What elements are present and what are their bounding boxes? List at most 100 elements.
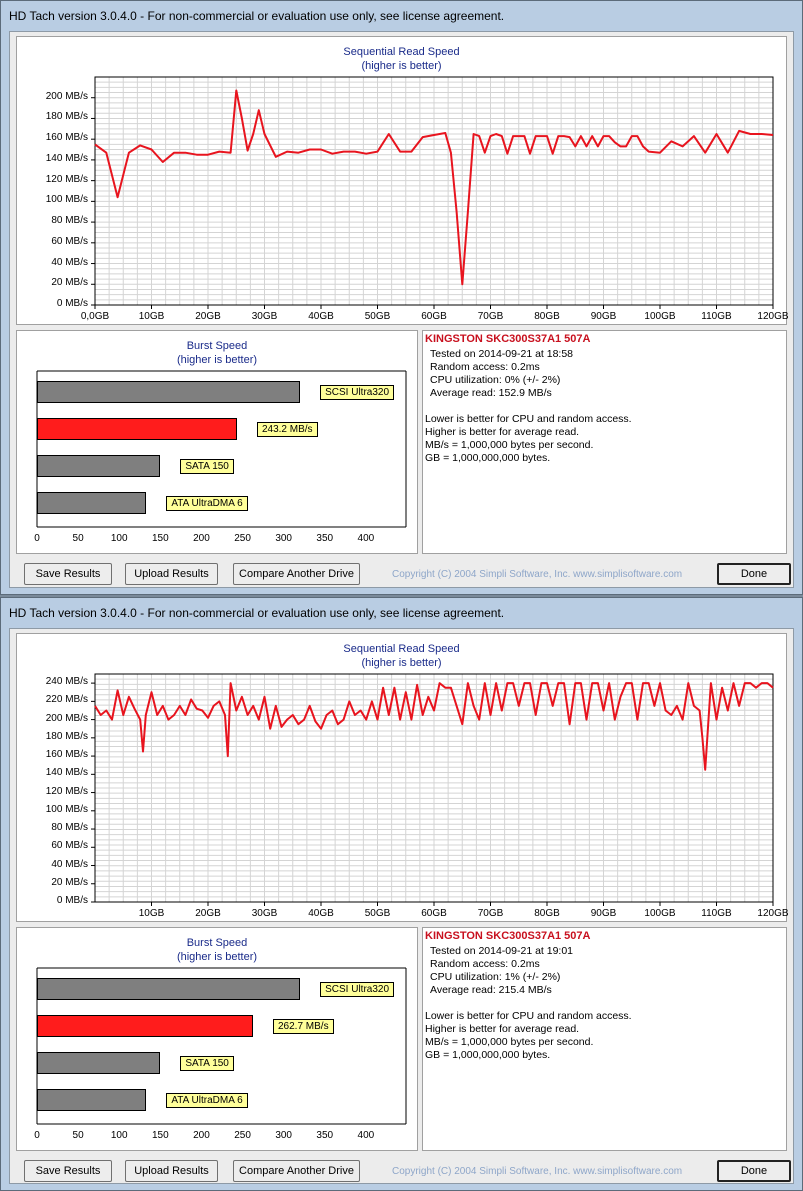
burst-speed-title: Burst Speed — [186, 937, 248, 949]
drive-name: KINGSTON SKC300S37A1 507A — [425, 333, 591, 345]
burst-bar — [37, 978, 301, 1000]
y-tick-label: 40 MB/s — [51, 256, 88, 268]
burst-bar — [37, 455, 161, 477]
upload-results-button[interactable]: Upload Results — [125, 563, 218, 585]
y-tick-label: 160 MB/s — [45, 132, 88, 144]
x-tick-label: 20GB — [195, 311, 221, 322]
burst-x-tick-label: 350 — [316, 533, 334, 544]
legend-note: GB = 1,000,000,000 bytes. — [425, 1049, 551, 1061]
burst-x-tick-label: 200 — [193, 1130, 210, 1141]
burst-bar — [37, 1089, 147, 1111]
y-tick-label: 120 MB/s — [45, 173, 88, 185]
sequential-read-subtitle: (higher is better) — [361, 60, 442, 72]
y-tick-label: 120 MB/s — [45, 785, 88, 797]
legend-note: Lower is better for CPU and random acces… — [425, 413, 632, 425]
burst-speed-subtitle: (higher is better) — [176, 951, 258, 963]
y-tick-label: 80 MB/s — [51, 822, 88, 834]
burst-x-tick-label: 350 — [316, 1130, 334, 1141]
drive-info-line: CPU utilization: 1% (+/- 2%) — [430, 971, 561, 983]
burst-x-tick-label: 100 — [110, 1130, 128, 1141]
x-tick-label: 50GB — [364, 311, 391, 322]
burst-bar-label: SATA 150 — [180, 1056, 234, 1071]
save-results-button[interactable]: Save Results — [24, 563, 112, 585]
burst-x-tick-label: 100 — [110, 533, 128, 544]
burst-x-tick-label: 50 — [72, 533, 84, 544]
x-tick-label: 60GB — [421, 311, 447, 322]
x-tick-label: 40GB — [308, 311, 334, 322]
sequential-read-title: Sequential Read Speed — [343, 643, 460, 655]
copyright-link[interactable]: Copyright (C) 2004 Simpli Software, Inc.… — [392, 1166, 683, 1177]
burst-bar — [37, 381, 301, 403]
x-tick-label: 50GB — [364, 908, 391, 919]
read-speed-series-line — [94, 682, 774, 771]
compare-another-drive-button[interactable]: Compare Another Drive — [233, 1160, 360, 1182]
x-tick-label: 120GB — [757, 908, 789, 919]
burst-bar — [37, 1015, 253, 1037]
save-results-button[interactable]: Save Results — [24, 1160, 112, 1182]
sequential-read-panel: Sequential Read Speed (higher is better) 0… — [16, 633, 789, 922]
x-tick-label: 90GB — [590, 908, 617, 919]
burst-x-tick-label: 400 — [357, 533, 375, 544]
y-tick-label: 40 MB/s — [51, 858, 88, 870]
title-bar[interactable]: HD Tach version 3.0.4.0 - For non-commer… — [1, 598, 802, 628]
burst-speed-subtitle: (higher is better) — [176, 354, 258, 366]
x-tick-label: 110GB — [701, 908, 732, 919]
burst-x-tick-label: 300 — [275, 533, 292, 544]
drive-name: KINGSTON SKC300S37A1 507A — [425, 930, 591, 942]
window-title: HD Tach version 3.0.4.0 - For non-commer… — [9, 9, 505, 23]
drive-info-line: Random access: 0.2ms — [430, 361, 540, 373]
x-tick-label: 20GB — [195, 908, 221, 919]
compare-another-drive-button[interactable]: Compare Another Drive — [233, 563, 360, 585]
x-tick-label: 110GB — [701, 311, 732, 322]
sequential-read-chart — [91, 673, 774, 906]
burst-x-tick-label: 0 — [34, 533, 40, 544]
sequential-read-panel: Sequential Read Speed (higher is better) 0… — [16, 36, 789, 325]
sequential-read-title: Sequential Read Speed — [343, 46, 460, 58]
copyright-link[interactable]: Copyright (C) 2004 Simpli Software, Inc.… — [392, 569, 683, 580]
y-tick-label: 180 MB/s — [45, 730, 88, 742]
y-tick-label: 140 MB/s — [45, 767, 88, 779]
y-tick-label: 140 MB/s — [45, 152, 88, 164]
y-tick-label: 240 MB/s — [45, 676, 88, 688]
burst-x-tick-label: 150 — [151, 533, 169, 544]
done-button[interactable]: Done — [717, 1160, 791, 1182]
x-tick-label: 70GB — [477, 908, 504, 919]
legend-note: GB = 1,000,000,000 bytes. — [425, 452, 551, 464]
legend-note: Higher is better for average read. — [425, 1023, 580, 1035]
burst-bar-label: SCSI Ultra320 — [320, 385, 395, 400]
burst-bar-label: SCSI Ultra320 — [320, 982, 395, 997]
burst-x-tick-label: 150 — [151, 1130, 169, 1141]
x-tick-label: 10GB — [138, 311, 165, 322]
y-tick-label: 220 MB/s — [45, 694, 88, 706]
y-tick-label: 0 MB/s — [56, 895, 88, 906]
drive-info-line: Tested on 2014-09-21 at 18:58 — [430, 348, 574, 360]
client-area: Sequential Read Speed (higher is better) 0… — [9, 628, 794, 1184]
burst-x-tick-label: 250 — [234, 1130, 251, 1141]
upload-results-button[interactable]: Upload Results — [125, 1160, 218, 1182]
done-button[interactable]: Done — [717, 563, 791, 585]
burst-speed-axes — [36, 967, 407, 1125]
y-tick-label: 0 MB/s — [56, 298, 88, 309]
legend-note: MB/s = 1,000,000 bytes per second. — [425, 1036, 594, 1048]
x-tick-label: 40GB — [308, 908, 334, 919]
x-tick-label: 120GB — [757, 311, 789, 322]
x-tick-label: 90GB — [590, 311, 617, 322]
x-tick-label: 100GB — [644, 908, 676, 919]
burst-bar-label: SATA 150 — [180, 459, 234, 474]
burst-x-tick-label: 300 — [275, 1130, 292, 1141]
burst-speed-title: Burst Speed — [186, 340, 248, 352]
sequential-read-subtitle: (higher is better) — [361, 657, 442, 669]
burst-x-tick-label: 250 — [234, 533, 251, 544]
burst-bar — [37, 418, 237, 440]
x-tick-label: 30GB — [251, 908, 278, 919]
title-bar[interactable]: HD Tach version 3.0.4.0 - For non-commer… — [1, 1, 802, 31]
y-tick-label: 100 MB/s — [45, 803, 88, 815]
y-tick-label: 160 MB/s — [45, 749, 88, 761]
drive-info-panel: KINGSTON SKC300S37A1 507A Tested on 2014-… — [422, 330, 787, 554]
y-tick-label: 100 MB/s — [45, 194, 88, 206]
drive-info-panel: KINGSTON SKC300S37A1 507A Tested on 2014-… — [422, 927, 787, 1151]
y-tick-label: 200 MB/s — [45, 90, 88, 102]
x-tick-label: 10GB — [138, 908, 165, 919]
burst-x-tick-label: 50 — [72, 1130, 84, 1141]
legend-note: Lower is better for CPU and random acces… — [425, 1010, 632, 1022]
